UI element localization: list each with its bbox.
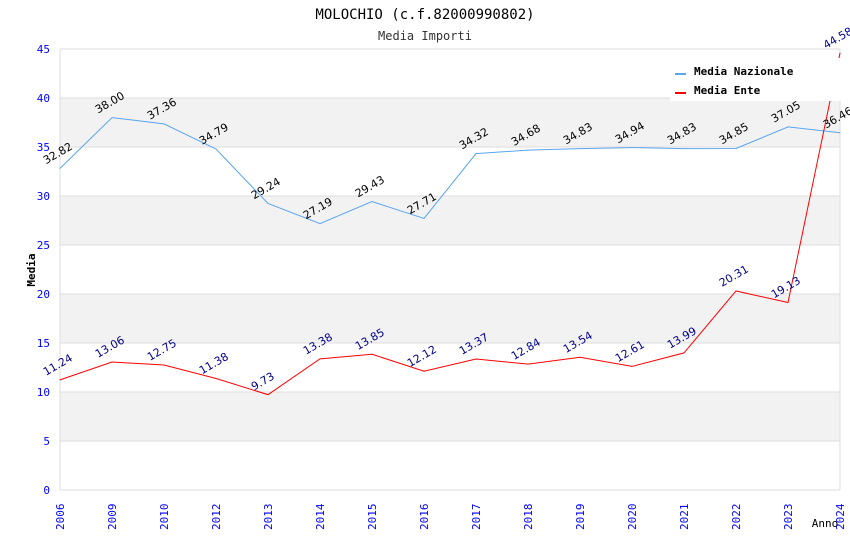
data-point: [423, 370, 425, 372]
data-point: [475, 153, 477, 155]
x-tick-label: 2022: [730, 504, 743, 531]
data-point: [735, 290, 737, 292]
y-tick-label: 25: [37, 239, 50, 252]
x-tick-label: 2024: [834, 503, 847, 530]
data-point: [787, 302, 789, 304]
data-point: [787, 126, 789, 128]
chart-title: MOLOCHIO (c.f.82000990802): [315, 7, 534, 23]
data-point: [111, 361, 113, 363]
grid-band: [60, 294, 840, 343]
y-tick-label: 30: [37, 190, 50, 203]
data-point: [631, 365, 633, 367]
data-point: [267, 202, 269, 204]
x-tick-label: 2015: [366, 504, 379, 531]
x-tick-label: 2012: [210, 504, 223, 531]
y-tick-label: 20: [37, 288, 50, 301]
data-point: [319, 223, 321, 225]
x-tick-label: 2016: [418, 504, 431, 531]
y-tick-label: 10: [37, 386, 50, 399]
data-label: 9.73: [249, 370, 277, 394]
chart-subtitle: Media Importi: [378, 29, 472, 43]
y-tick-label: 45: [37, 43, 50, 56]
data-point: [683, 148, 685, 150]
data-label: 44.58: [821, 25, 850, 52]
x-tick-label: 2009: [106, 504, 119, 531]
data-point: [683, 352, 685, 354]
y-tick-label: 15: [37, 337, 50, 350]
x-tick-label: 2010: [158, 504, 171, 531]
x-tick-label: 2017: [470, 504, 483, 531]
data-point: [579, 148, 581, 150]
x-tick-label: 2020: [626, 504, 639, 531]
data-point: [59, 379, 61, 381]
data-point: [527, 363, 529, 365]
data-point: [371, 353, 373, 355]
x-axis-label: Anno: [812, 517, 839, 530]
grid-band: [60, 392, 840, 441]
data-point: [319, 358, 321, 360]
x-tick-label: 2019: [574, 504, 587, 531]
y-tick-label: 5: [43, 435, 50, 448]
y-tick-label: 40: [37, 92, 50, 105]
data-point: [111, 117, 113, 119]
y-tick-label: 0: [43, 484, 50, 497]
series-line-ente: [59, 53, 841, 396]
x-tick-label: 2006: [54, 504, 67, 531]
data-label: 11.38: [197, 350, 231, 377]
y-tick-label: 35: [37, 141, 50, 154]
data-point: [579, 356, 581, 358]
data-point: [839, 52, 841, 54]
data-label: 20.31: [717, 263, 751, 290]
data-point: [475, 358, 477, 360]
series-line-nazionale: [59, 117, 841, 225]
x-tick-label: 2013: [262, 504, 275, 531]
legend: Media Nazionale Media Ente: [670, 58, 842, 101]
data-point: [839, 132, 841, 134]
data-point: [631, 147, 633, 149]
legend-label-nazionale: Media Nazionale: [694, 65, 794, 78]
data-point: [215, 377, 217, 379]
data-point: [735, 147, 737, 149]
data-label: 12.12: [405, 343, 439, 370]
x-tick-label: 2014: [314, 503, 327, 530]
data-point: [423, 217, 425, 219]
data-point: [163, 364, 165, 366]
data-point: [59, 167, 61, 169]
x-tick-label: 2021: [678, 504, 691, 531]
data-point: [371, 201, 373, 203]
y-axis-label: Media: [25, 253, 38, 286]
data-point: [527, 149, 529, 151]
grid-band: [60, 98, 840, 147]
data-point: [163, 123, 165, 125]
data-point: [267, 394, 269, 396]
legend-box: [670, 58, 842, 101]
legend-label-ente: Media Ente: [694, 84, 761, 97]
x-tick-label: 2023: [782, 504, 795, 531]
data-label: 11.24: [41, 351, 75, 378]
x-tick-label: 2018: [522, 504, 535, 531]
data-point: [215, 148, 217, 150]
grid-band: [60, 196, 840, 245]
